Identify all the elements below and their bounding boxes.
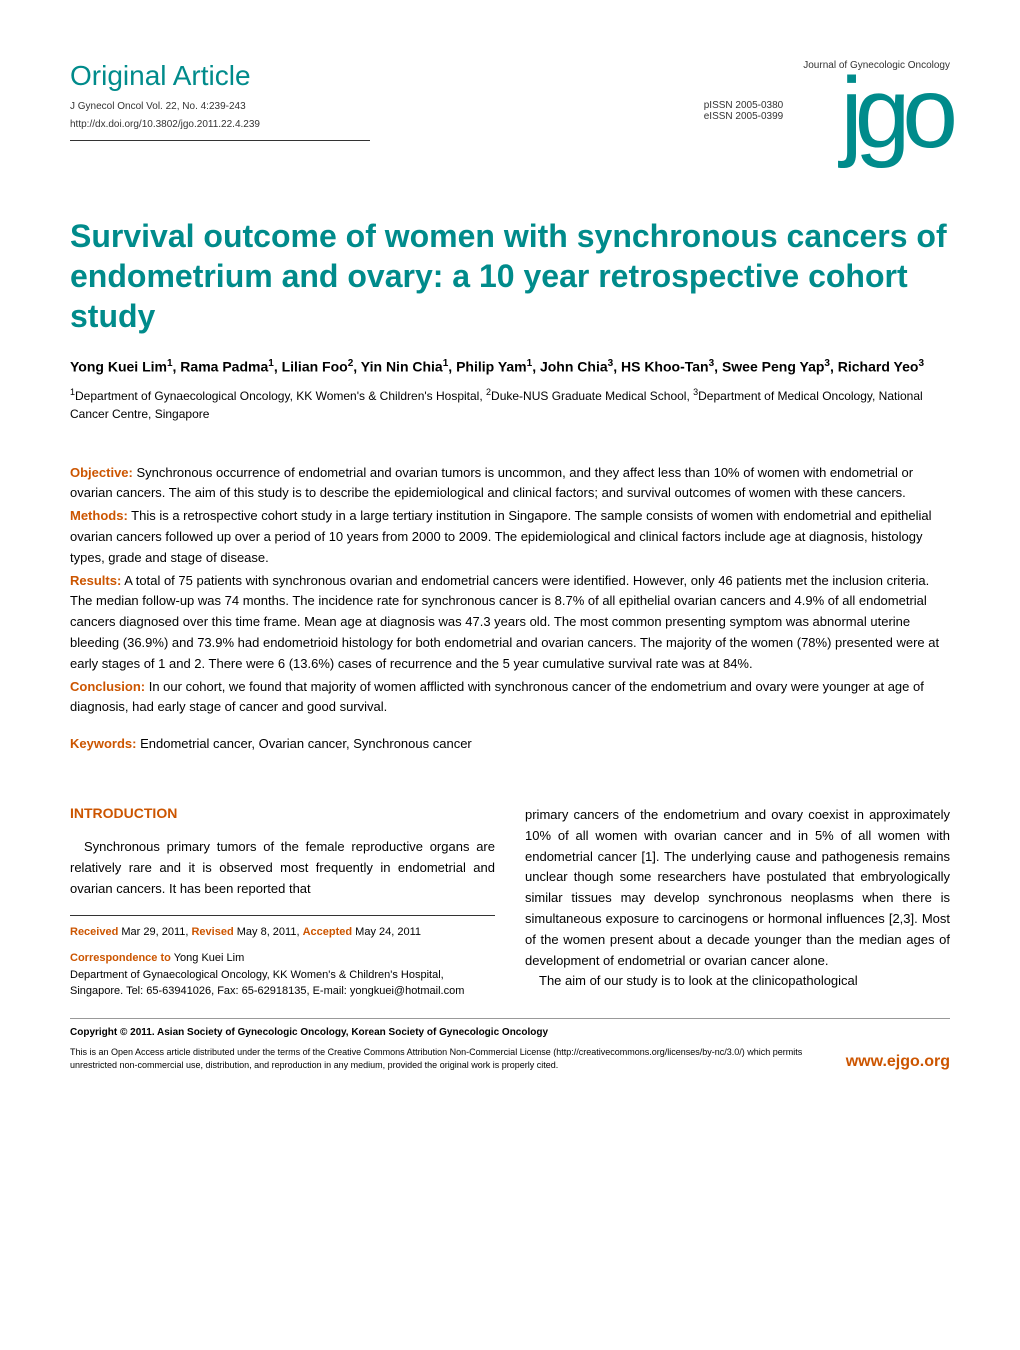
issn-block: pISSN 2005-0380 eISSN 2005-0399 xyxy=(704,60,804,122)
intro-para-1: Synchronous primary tumors of the female… xyxy=(70,837,495,899)
abstract-objective: Objective: Synchronous occurrence of end… xyxy=(70,463,950,505)
objective-text: Synchronous occurrence of endometrial an… xyxy=(70,465,913,501)
authors: Yong Kuei Lim1, Rama Padma1, Lilian Foo2… xyxy=(70,356,950,378)
correspondence-label: Correspondence to xyxy=(70,952,171,964)
introduction-section: INTRODUCTION Synchronous primary tumors … xyxy=(70,805,950,1000)
correspondence-details: Department of Gynaecological Oncology, K… xyxy=(70,967,495,1000)
article-type: Original Article xyxy=(70,60,704,92)
abstract: Objective: Synchronous occurrence of end… xyxy=(70,463,950,755)
copyright: Copyright © 2011. Asian Society of Gynec… xyxy=(70,1018,950,1038)
keywords-text: Endometrial cancer, Ovarian cancer, Sync… xyxy=(136,736,471,751)
intro-para-2: primary cancers of the endometrium and o… xyxy=(525,805,950,971)
intro-para-3: The aim of our study is to look at the c… xyxy=(525,971,950,992)
citation: J Gynecol Oncol Vol. 22, No. 4:239-243 xyxy=(70,100,704,114)
website-url: www.ejgo.org xyxy=(846,1053,950,1071)
correspondence-name: Yong Kuei Lim xyxy=(171,952,244,964)
footer: This is an Open Access article distribut… xyxy=(70,1046,950,1071)
header-right: Journal of Gynecologic Oncology jgo xyxy=(803,60,950,156)
pissn: pISSN 2005-0380 xyxy=(704,100,784,111)
header-top: Original Article J Gynecol Oncol Vol. 22… xyxy=(70,60,950,156)
correspondence: Correspondence to Yong Kuei Lim Departme… xyxy=(70,950,495,1000)
received-label: Received xyxy=(70,926,118,938)
abstract-methods: Methods: This is a retrospective cohort … xyxy=(70,506,950,568)
header-left: Original Article J Gynecol Oncol Vol. 22… xyxy=(70,60,704,141)
article-dates: Received Mar 29, 2011, Revised May 8, 20… xyxy=(70,926,495,938)
abstract-results: Results: A total of 75 patients with syn… xyxy=(70,571,950,675)
results-label: Results: xyxy=(70,573,121,588)
journal-logo: jgo xyxy=(803,71,950,156)
keywords: Keywords: Endometrial cancer, Ovarian ca… xyxy=(70,734,950,755)
conclusion-text: In our cohort, we found that majority of… xyxy=(70,679,924,715)
methods-label: Methods: xyxy=(70,508,128,523)
article-title: Survival outcome of women with synchrono… xyxy=(70,216,950,336)
license-text: This is an Open Access article distribut… xyxy=(70,1046,846,1071)
conclusion-label: Conclusion: xyxy=(70,679,145,694)
methods-text: This is a retrospective cohort study in … xyxy=(70,508,932,565)
keywords-label: Keywords: xyxy=(70,736,136,751)
affiliations: 1Department of Gynaecological Oncology, … xyxy=(70,386,950,423)
objective-label: Objective: xyxy=(70,465,133,480)
divider xyxy=(70,915,495,916)
doi: http://dx.doi.org/10.3802/jgo.2011.22.4.… xyxy=(70,118,370,141)
introduction-heading: INTRODUCTION xyxy=(70,805,495,821)
received-date: Mar 29, 2011, xyxy=(118,926,191,938)
intro-left-column: INTRODUCTION Synchronous primary tumors … xyxy=(70,805,495,1000)
header: Original Article J Gynecol Oncol Vol. 22… xyxy=(70,60,950,156)
revised-label: Revised xyxy=(191,926,233,938)
abstract-conclusion: Conclusion: In our cohort, we found that… xyxy=(70,677,950,719)
results-text: A total of 75 patients with synchronous … xyxy=(70,573,939,671)
accepted-date: May 24, 2011 xyxy=(352,926,421,938)
revised-date: May 8, 2011, xyxy=(234,926,303,938)
eissn: eISSN 2005-0399 xyxy=(704,111,784,122)
intro-right-column: primary cancers of the endometrium and o… xyxy=(525,805,950,1000)
accepted-label: Accepted xyxy=(303,926,353,938)
